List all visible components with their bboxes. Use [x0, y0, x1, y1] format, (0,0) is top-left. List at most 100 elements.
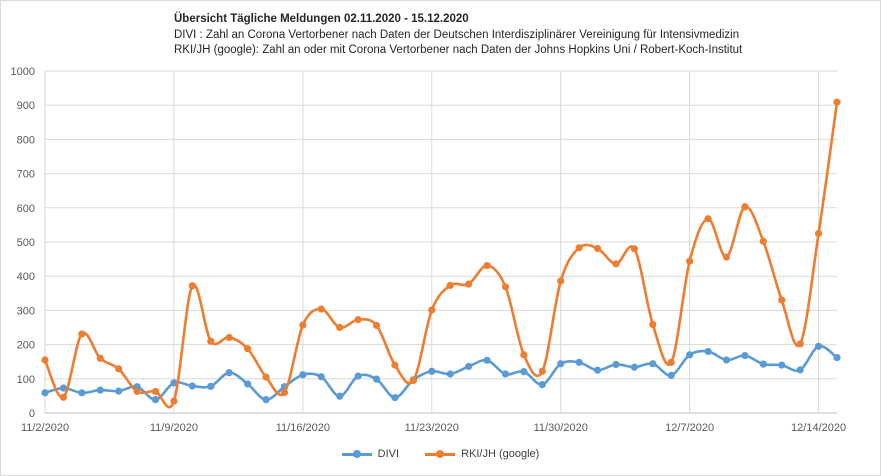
y-tick-label: 100 [17, 374, 35, 386]
data-point-rki [41, 356, 49, 364]
data-point-divi [151, 396, 160, 404]
data-point-divi [741, 351, 749, 360]
data-point-divi [428, 367, 436, 375]
data-point-rki [188, 282, 196, 290]
data-point-rki [133, 387, 141, 396]
data-point-rki [372, 321, 381, 330]
data-point-divi [317, 373, 325, 381]
data-point-rki [59, 393, 68, 401]
data-point-divi [630, 363, 638, 371]
data-point-divi [649, 360, 657, 368]
x-tick-label: 11/30/2020 [534, 422, 588, 434]
data-point-divi [520, 368, 528, 376]
data-point-divi [778, 361, 786, 369]
data-point-rki [446, 281, 454, 290]
data-point-rki [207, 337, 215, 345]
chart-title: Übersicht Tägliche Meldungen 02.11.2020 … [174, 13, 469, 25]
data-point-rki [96, 354, 104, 362]
data-point-rki [225, 333, 233, 342]
chart-title-block: Übersicht Tägliche Meldungen 02.11.2020 … [174, 12, 742, 59]
x-tick-label: 12/7/2020 [665, 422, 714, 434]
data-point-rki [409, 376, 417, 385]
y-tick-label: 700 [17, 169, 35, 181]
legend-label-divi: DIVI [377, 448, 400, 460]
data-point-rki [704, 215, 712, 223]
data-point-divi [722, 356, 731, 364]
data-point-divi [59, 384, 68, 392]
data-point-divi [759, 360, 767, 368]
data-point-rki [336, 323, 344, 332]
data-point-rki [667, 358, 675, 366]
y-tick-label: 500 [17, 237, 35, 249]
data-point-divi [262, 396, 270, 404]
data-point-divi [575, 358, 583, 366]
data-point-rki [428, 306, 436, 314]
series-line-rki [43, 100, 839, 409]
y-tick-label: 300 [17, 305, 35, 317]
legend-swatch-rki [425, 449, 456, 459]
data-point-divi [336, 392, 344, 400]
data-point-rki [741, 203, 749, 211]
data-point-divi [483, 356, 491, 364]
data-point-divi [170, 379, 178, 387]
data-point-divi [299, 371, 307, 379]
data-point-divi [501, 370, 510, 378]
x-tick-label: 11/2/2020 [21, 422, 69, 434]
y-tick-label: 900 [17, 100, 35, 112]
y-tick-label: 1000 [11, 66, 35, 78]
data-point-rki [391, 361, 399, 369]
data-point-rki [575, 244, 583, 252]
x-tick-label: 11/16/2020 [276, 422, 330, 434]
data-point-divi [115, 387, 123, 395]
x-tick-label: 12/14/2020 [791, 422, 846, 434]
legend-item-divi: DIVI [341, 448, 400, 460]
data-point-divi [78, 389, 86, 397]
data-point-rki [686, 257, 694, 265]
y-tick-label: 0 [29, 408, 35, 420]
data-point-rki [299, 321, 307, 329]
data-point-rki [649, 320, 657, 329]
data-point-divi [225, 369, 233, 377]
data-point-divi [391, 394, 399, 402]
data-point-divi [833, 353, 841, 362]
data-point-divi [207, 382, 215, 390]
data-point-rki [501, 283, 510, 291]
data-point-divi [354, 372, 362, 380]
x-tick-label: 11/9/2020 [150, 422, 198, 434]
data-point-rki [280, 388, 289, 397]
data-point-rki [612, 260, 620, 268]
chart-subtitle-line-1: DIVI : Zahl an Corona Vertorbener nach D… [174, 28, 740, 41]
data-point-rki [833, 98, 841, 106]
data-point-divi [244, 380, 252, 388]
data-point-rki [593, 244, 602, 253]
data-point-rki [170, 397, 178, 405]
y-tick-label: 800 [17, 134, 35, 146]
data-point-rki [465, 280, 473, 288]
data-point-divi [704, 347, 712, 356]
data-point-divi [446, 370, 454, 378]
data-point-rki [483, 261, 491, 270]
y-tick-label: 400 [17, 271, 35, 283]
y-tick-label: 200 [17, 340, 35, 352]
x-tick-label: 11/23/2020 [405, 422, 459, 434]
data-point-rki [538, 367, 546, 375]
data-point-divi [41, 389, 49, 397]
data-point-rki [778, 296, 786, 304]
data-point-rki [722, 253, 731, 261]
legend-swatch-divi [341, 449, 372, 459]
y-tick-label: 600 [17, 203, 35, 215]
data-point-divi [96, 386, 104, 394]
chart-subtitle-line-2: RKI/JH (google): Zahl an oder mit Corona… [174, 44, 743, 56]
data-point-rki [354, 316, 362, 324]
data-point-divi [557, 360, 565, 368]
legend-item-rki: RKI/JH (google) [425, 448, 539, 460]
data-point-rki [78, 330, 86, 338]
legend: DIVI RKI/JH (google) [0, 448, 881, 460]
data-point-rki [151, 387, 160, 396]
series-line-divi [43, 344, 839, 401]
data-point-rki [557, 277, 565, 285]
data-point-divi [796, 366, 804, 374]
data-point-divi [593, 366, 602, 374]
data-point-divi [686, 351, 694, 359]
